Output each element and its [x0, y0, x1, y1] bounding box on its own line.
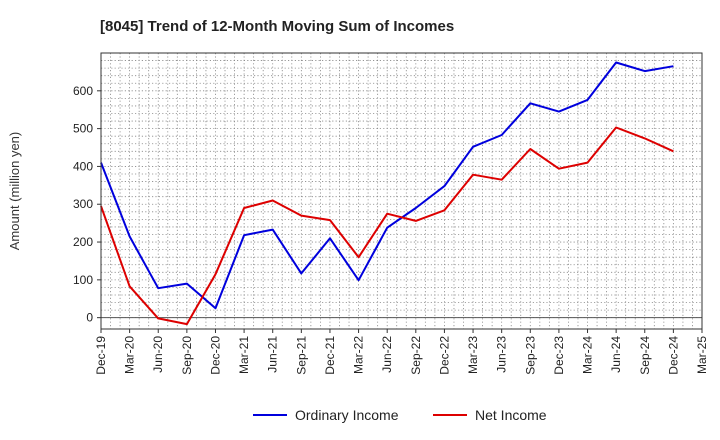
x-tick-label: Sep-21 [294, 336, 308, 375]
x-tick-label: Dec-21 [323, 336, 337, 375]
y-tick-label: 0 [86, 311, 93, 325]
y-tick-label: 100 [73, 273, 93, 287]
x-tick-label: Mar-22 [352, 336, 366, 374]
y-tick-label: 600 [73, 84, 93, 98]
x-tick-label: Mar-24 [581, 336, 595, 374]
series-line-net-income [100, 126, 674, 326]
x-tick-label: Sep-22 [409, 336, 423, 375]
chart-title: [8045] Trend of 12-Month Moving Sum of I… [100, 18, 454, 35]
x-tick-label: Sep-24 [638, 336, 652, 375]
y-axis-label: Amount (million yen) [7, 132, 22, 251]
y-tick-label: 200 [73, 235, 93, 249]
x-tick-label: Sep-23 [523, 336, 537, 375]
x-tick-label: Jun-20 [151, 336, 165, 373]
x-tick-label: Mar-25 [695, 336, 709, 374]
x-tick-label: Jun-24 [609, 336, 623, 373]
x-tick-label: Dec-19 [94, 336, 108, 375]
x-tick-label: Dec-24 [666, 336, 680, 375]
x-tick-label: Mar-23 [466, 336, 480, 374]
legend-label: Ordinary Income [295, 407, 399, 423]
x-tick-label: Sep-20 [180, 336, 194, 375]
x-tick-label: Mar-21 [237, 336, 251, 374]
x-tick-label: Jun-22 [380, 336, 394, 373]
series-layer [100, 61, 674, 326]
x-tick-label: Jun-21 [266, 336, 280, 373]
grid [101, 52, 702, 329]
x-tick-label: Dec-20 [208, 336, 222, 375]
x-tick-label: Dec-23 [552, 336, 566, 375]
y-axis: 0 100 200 300 400 500 600 [73, 84, 101, 325]
x-tick-label: Dec-22 [437, 336, 451, 375]
y-tick-label: 300 [73, 197, 93, 211]
y-tick-label: 400 [73, 159, 93, 173]
plot-area [101, 53, 702, 329]
x-tick-label: Jun-23 [495, 336, 509, 373]
x-axis: Dec-19 Mar-20 Jun-20 Sep-20 Dec-20 Mar-21 Jun-… [94, 329, 709, 375]
legend-label: Net Income [475, 407, 547, 423]
y-tick-label: 500 [73, 122, 93, 136]
plot-frame [100, 52, 703, 330]
series-line-ordinary-income [100, 61, 674, 310]
legend: Ordinary Income Net Income [253, 407, 547, 423]
x-tick-label: Mar-20 [123, 336, 137, 374]
